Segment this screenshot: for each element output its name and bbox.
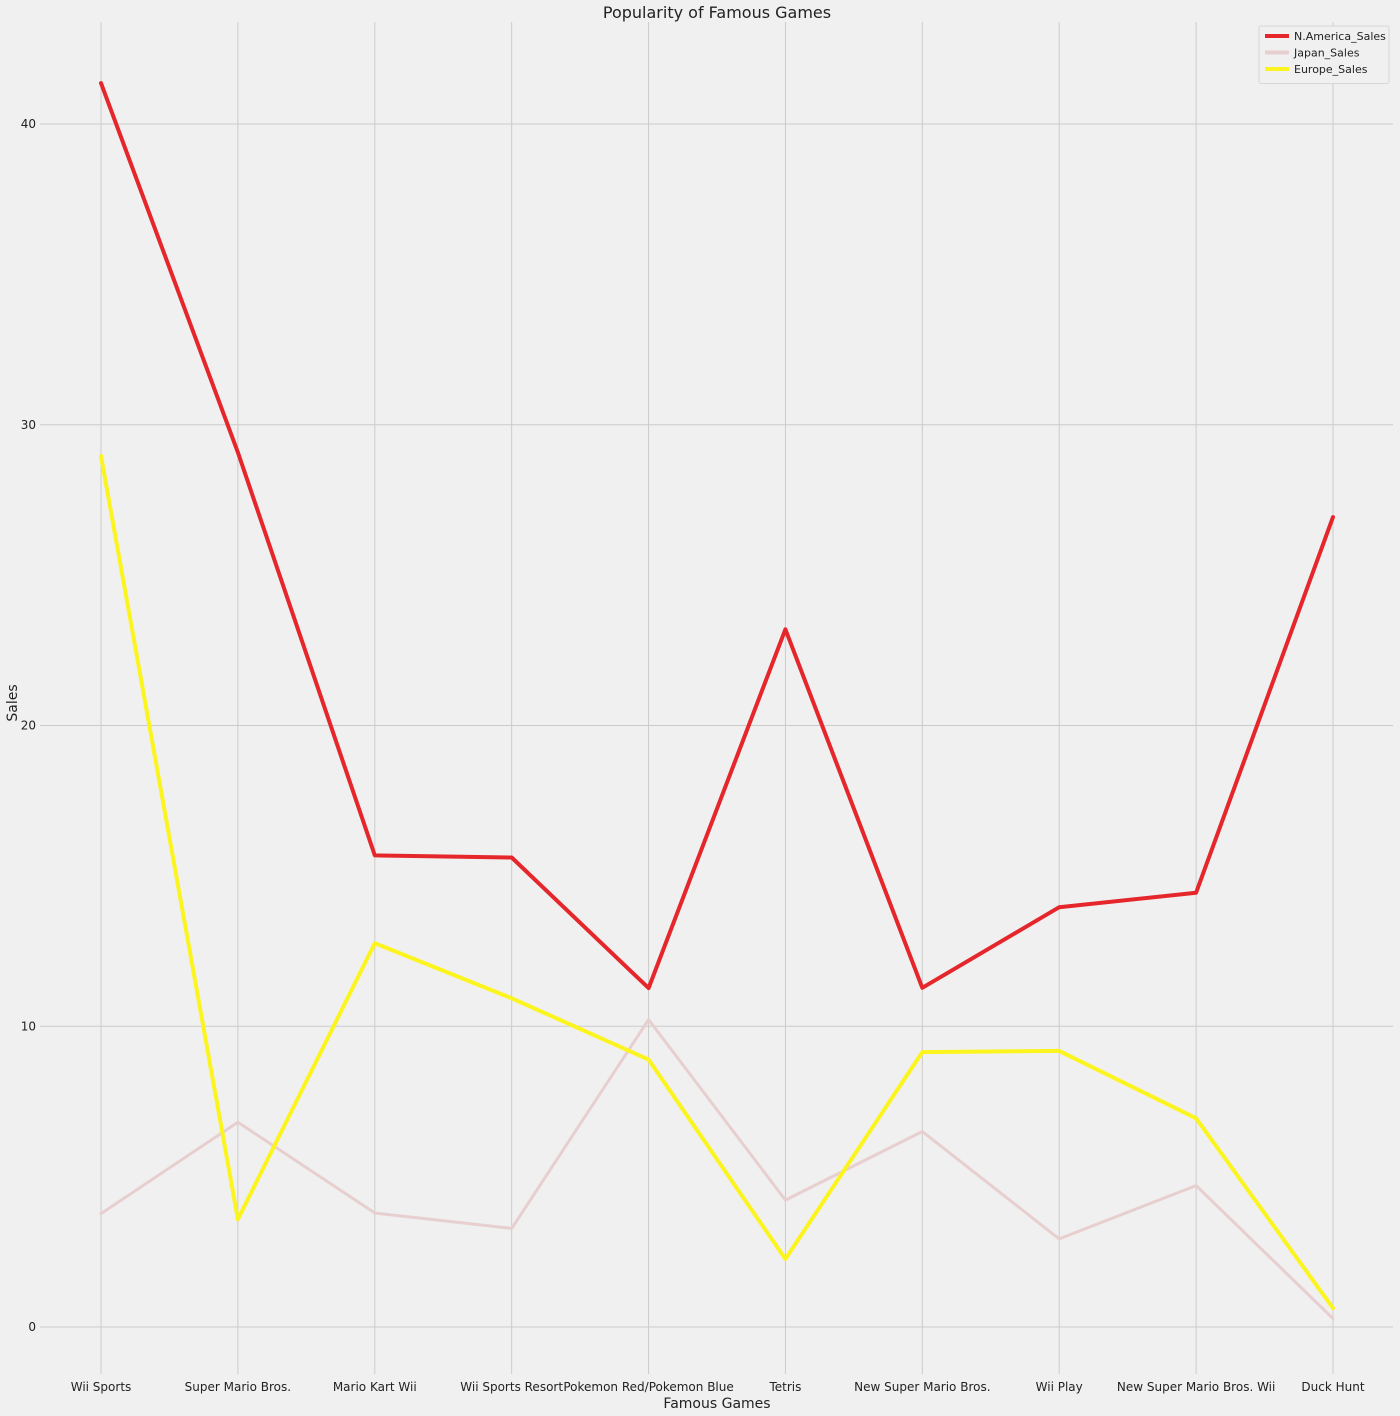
legend-label: Europe_Sales	[1294, 63, 1368, 76]
y-tick-label: 30	[21, 418, 36, 432]
x-tick-label: Wii Play	[1036, 1380, 1083, 1394]
y-tick-label: 10	[21, 1019, 36, 1033]
y-tick-label: 40	[21, 117, 36, 131]
legend-box	[1258, 25, 1390, 84]
x-tick-label: New Super Mario Bros.	[854, 1380, 990, 1394]
x-tick-label: Wii Sports	[71, 1380, 132, 1394]
legend-label: Japan_Sales	[1293, 47, 1360, 60]
y-tick-label: 0	[28, 1320, 36, 1334]
x-tick-label: Duck Hunt	[1301, 1380, 1364, 1394]
x-tick-label: Mario Kart Wii	[333, 1380, 417, 1394]
y-tick-label: 20	[21, 719, 36, 733]
x-tick-label: Super Mario Bros.	[185, 1380, 291, 1394]
series-line-europe-sales	[99, 454, 1335, 1311]
x-tick-label: Pokemon Red/Pokemon Blue	[563, 1380, 733, 1394]
y-axis-title: Sales	[5, 684, 21, 721]
legend-label: N.America_Sales	[1294, 30, 1386, 43]
x-tick-label: New Super Mario Bros. Wii	[1117, 1380, 1275, 1394]
x-axis-title: Famous Games	[663, 1396, 770, 1412]
series-line-japan-sales	[99, 1018, 1335, 1321]
y-axis-ticks: 0 10 20 30 40	[21, 117, 36, 1334]
grid	[40, 22, 1393, 1374]
x-tick-label: Tetris	[768, 1380, 801, 1394]
legend: N.America_Sales Japan_Sales Europe_Sales	[1258, 25, 1390, 84]
x-tick-label: Wii Sports Resort	[460, 1380, 563, 1394]
series-lines	[99, 81, 1335, 1321]
chart-title: Popularity of Famous Games	[603, 3, 831, 22]
series-line-n-america-sales	[99, 81, 1335, 991]
x-axis-ticks: Wii Sports Super Mario Bros. Mario Kart Wi…	[71, 1380, 1365, 1394]
